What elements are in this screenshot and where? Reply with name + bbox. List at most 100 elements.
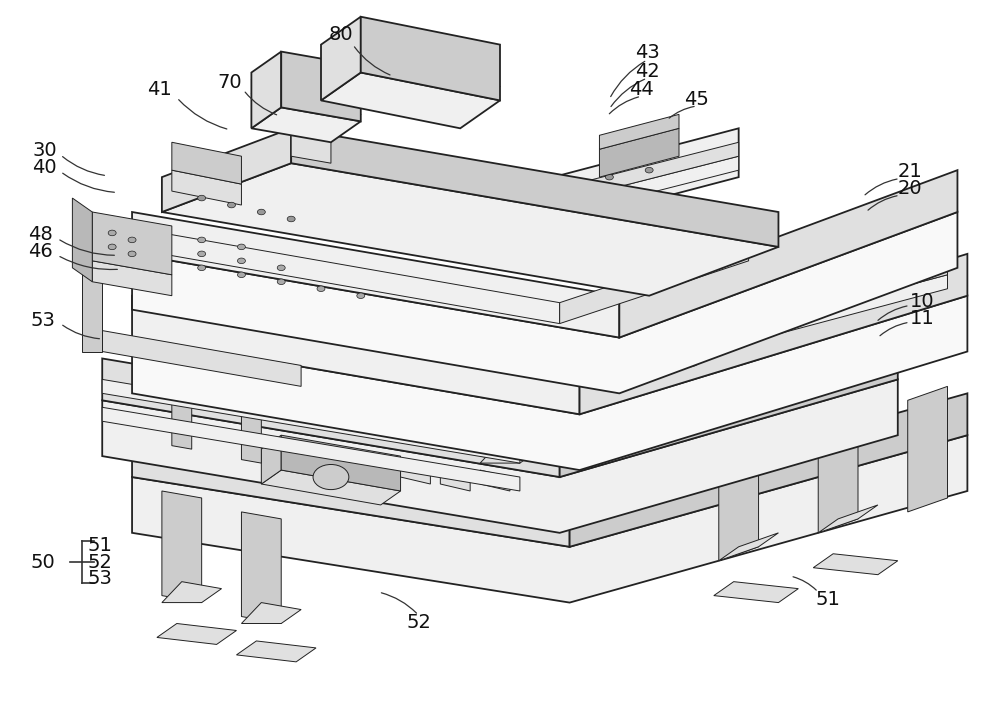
Polygon shape [82,247,142,268]
Text: 50: 50 [30,553,55,572]
Polygon shape [102,407,520,491]
Polygon shape [162,163,778,296]
Circle shape [645,167,653,173]
Circle shape [237,244,245,250]
Polygon shape [157,624,236,645]
Text: 53: 53 [30,311,55,330]
Circle shape [108,244,116,250]
Text: 46: 46 [28,242,53,261]
Circle shape [277,265,285,271]
Text: 44: 44 [629,79,654,98]
Circle shape [566,188,574,194]
Polygon shape [480,184,500,240]
Polygon shape [291,101,331,122]
Circle shape [643,326,655,335]
Text: 48: 48 [28,225,53,244]
Polygon shape [162,233,560,323]
Polygon shape [480,442,540,463]
Polygon shape [72,198,92,282]
Polygon shape [132,296,580,414]
Polygon shape [818,407,858,533]
Polygon shape [162,491,202,602]
Text: 51: 51 [816,590,841,609]
Circle shape [526,217,534,221]
Text: 80: 80 [329,25,353,44]
Text: 52: 52 [88,553,113,572]
Polygon shape [241,407,261,463]
Text: 40: 40 [32,158,57,177]
Polygon shape [281,435,401,491]
Text: 11: 11 [910,309,935,328]
Polygon shape [92,212,172,275]
Polygon shape [162,581,222,602]
Circle shape [237,258,245,264]
Polygon shape [719,435,759,561]
Text: 42: 42 [635,62,660,81]
Circle shape [198,237,206,243]
Polygon shape [132,435,570,547]
Polygon shape [162,129,291,212]
Polygon shape [92,261,172,296]
Circle shape [128,237,136,243]
Polygon shape [102,380,520,463]
Text: 20: 20 [897,179,922,198]
Circle shape [677,350,701,367]
Polygon shape [714,581,798,602]
Polygon shape [619,170,957,337]
Circle shape [677,308,701,325]
Circle shape [605,195,613,201]
Polygon shape [560,240,749,323]
Polygon shape [321,72,500,129]
Text: 45: 45 [684,89,709,108]
Circle shape [128,251,136,257]
Text: 41: 41 [148,80,172,99]
Circle shape [526,195,534,201]
Polygon shape [908,387,948,512]
Polygon shape [321,17,361,101]
Polygon shape [480,470,510,491]
Polygon shape [480,400,520,463]
Polygon shape [560,337,898,477]
Text: 10: 10 [910,292,935,311]
Circle shape [108,230,116,236]
Text: 70: 70 [217,74,242,93]
Polygon shape [500,129,739,240]
Polygon shape [172,142,241,184]
Polygon shape [172,170,241,205]
Polygon shape [241,602,301,624]
Circle shape [277,279,285,285]
Text: 51: 51 [88,536,113,555]
Polygon shape [251,51,281,129]
Polygon shape [818,505,878,533]
Polygon shape [102,359,560,477]
Circle shape [605,174,613,180]
Circle shape [357,293,365,299]
Polygon shape [251,108,361,142]
Polygon shape [520,156,739,226]
Polygon shape [261,435,281,484]
Circle shape [313,465,349,489]
Circle shape [566,209,574,215]
Polygon shape [719,533,778,561]
Polygon shape [520,142,739,212]
Text: 52: 52 [406,612,431,631]
Circle shape [257,209,265,215]
Circle shape [237,272,245,278]
Polygon shape [132,296,967,470]
Circle shape [198,265,206,271]
Polygon shape [440,470,470,491]
Polygon shape [236,641,316,662]
Circle shape [198,195,206,201]
Polygon shape [291,115,331,163]
Polygon shape [599,129,679,177]
Polygon shape [291,129,778,247]
Circle shape [287,217,295,221]
Polygon shape [261,470,401,505]
Polygon shape [361,17,500,101]
Polygon shape [599,115,679,149]
Circle shape [317,286,325,292]
Polygon shape [132,435,967,602]
Polygon shape [570,394,967,547]
Text: 30: 30 [32,141,57,160]
Polygon shape [759,323,798,414]
